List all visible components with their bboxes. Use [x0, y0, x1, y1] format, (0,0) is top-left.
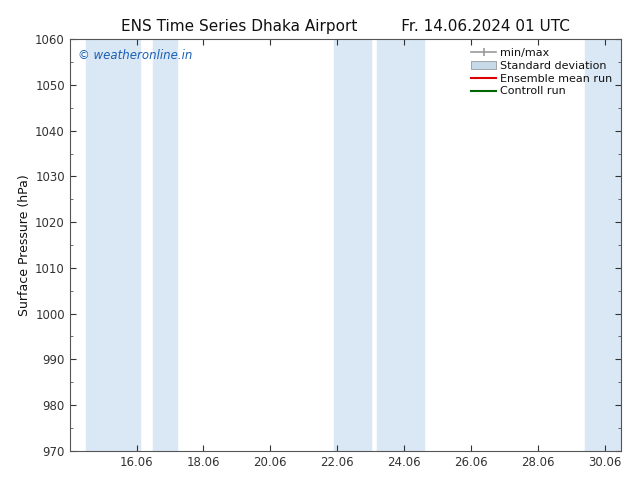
- Text: © weatheronline.in: © weatheronline.in: [78, 49, 192, 63]
- Legend: min/max, Standard deviation, Ensemble mean run, Controll run: min/max, Standard deviation, Ensemble me…: [468, 45, 616, 100]
- Y-axis label: Surface Pressure (hPa): Surface Pressure (hPa): [18, 174, 31, 316]
- Bar: [153, 39, 177, 451]
- Bar: [86, 39, 140, 451]
- Bar: [585, 39, 621, 451]
- Bar: [377, 39, 424, 451]
- Bar: [334, 39, 371, 451]
- Title: ENS Time Series Dhaka Airport         Fr. 14.06.2024 01 UTC: ENS Time Series Dhaka Airport Fr. 14.06.…: [121, 19, 570, 34]
